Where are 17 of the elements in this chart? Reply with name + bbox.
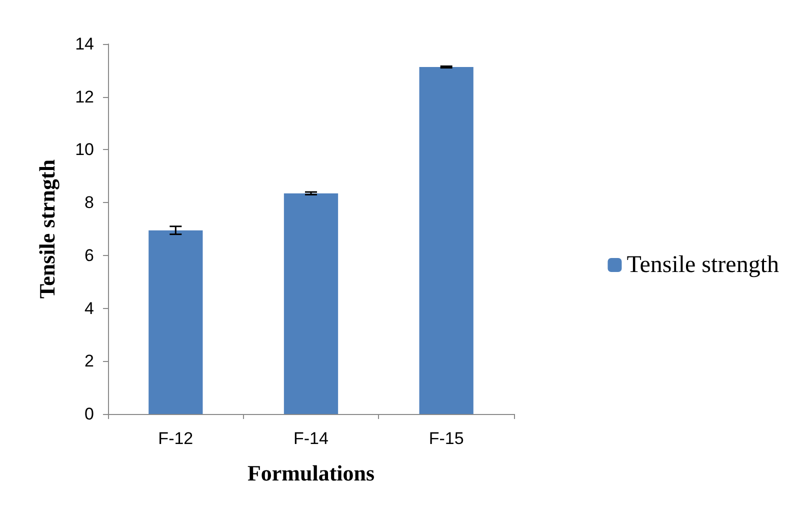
y-tick-label: 0 — [84, 404, 94, 424]
y-axis-title: Tensile strngth — [34, 159, 60, 299]
y-tick-label: 12 — [75, 87, 94, 106]
legend-label: Tensile strength — [626, 252, 780, 278]
y-tick-label: 8 — [84, 193, 94, 212]
x-tick-label: F-15 — [428, 429, 464, 448]
y-tick-label: 4 — [84, 298, 94, 318]
y-tick-label: 14 — [75, 34, 94, 54]
x-tick-label: F-12 — [158, 429, 194, 448]
y-tick-label: 2 — [84, 352, 94, 371]
bar — [419, 66, 474, 414]
y-tick-label: 10 — [75, 140, 94, 160]
x-tick-label: F-14 — [294, 429, 328, 448]
y-tick-label: 6 — [84, 246, 94, 265]
bar — [148, 230, 203, 414]
bar — [284, 193, 338, 414]
x-axis-title: Formulations — [247, 460, 375, 486]
